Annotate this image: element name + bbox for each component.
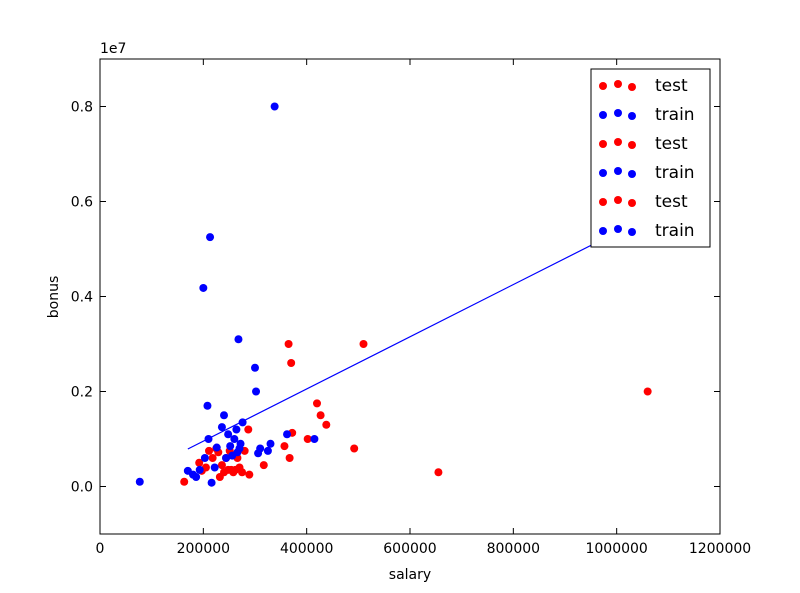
train-point [222,454,231,462]
test-point [316,411,325,420]
x-axis-title: salary [389,567,431,583]
legend-marker [628,112,636,120]
legend-marker [599,198,607,206]
test-point [313,399,321,408]
train-point [234,335,243,344]
legend-marker [599,111,607,119]
legend-marker [628,199,636,207]
y-tick-label: 0.4 [71,290,93,306]
x-tick-label: 0 [96,541,105,557]
test-point [238,468,247,477]
legend-label: train [655,105,695,125]
legend-marker [628,141,636,149]
y-tick-label: 0.2 [71,385,93,401]
train-point [236,439,245,448]
train-point [270,102,279,111]
train-point [232,425,241,434]
test-point [285,454,294,462]
test-point [180,477,189,486]
legend-marker [614,138,622,146]
x-tick-label: 600000 [383,541,436,557]
train-point [230,435,239,443]
test-point [245,470,254,479]
y-axis-title: bonus [46,276,62,319]
legend-marker [628,83,636,91]
train-point [135,477,144,486]
test-point [280,442,289,451]
train-point [199,283,208,292]
y-tick-label: 0.8 [71,100,93,116]
regression-line [187,231,617,450]
legend: test train test train test train [590,68,711,248]
x-tick-label: 400000 [280,541,333,557]
train-point [192,473,201,481]
legend-marker [599,169,607,177]
y-axis-scale-label: 1e7 [100,41,126,57]
train-point [210,463,219,472]
regression-line-layer [187,231,617,450]
x-tick-label: 800000 [487,541,540,557]
train-point [204,435,213,443]
legend-marker [614,167,622,175]
train-point [220,411,228,420]
test-point [217,461,226,470]
train-point [251,363,259,372]
train-point [226,442,235,451]
train-point [238,418,247,427]
train-point [266,439,275,448]
x-tick-label: 1000000 [585,541,647,557]
x-tick-label: 1200000 [689,541,751,557]
legend-marker [599,82,607,90]
test-point [303,435,312,443]
train-point [212,443,221,452]
x-tick-label: 200000 [177,541,230,557]
axis-ticks-layer: 0 200000 400000 600000 800000 1000000 1200000 0… [71,59,751,557]
train-point [224,430,233,439]
legend-label: train [655,163,695,183]
y-tick-label: 0.6 [71,195,93,211]
test-point [287,359,296,367]
train-point [203,401,212,410]
test-point [208,454,217,462]
legend-label: test [655,76,688,96]
test-point [350,444,359,453]
y-tick-label: 0.0 [71,480,93,496]
data-points-layer [135,102,652,487]
legend-marker [614,80,622,88]
train-point [200,454,209,462]
legend-marker [599,140,607,148]
test-point [643,387,652,396]
legend-label: train [655,221,695,241]
test-point [195,458,204,467]
test-point [201,463,210,472]
train-point [252,387,261,396]
legend-box [590,68,711,248]
legend-marker [628,228,636,236]
train-point [217,423,226,432]
train-point [310,435,319,443]
test-point [434,468,443,477]
legend-marker [614,225,622,233]
train-point [195,465,204,474]
legend-marker [614,109,622,117]
train-point [207,478,216,487]
test-point [244,425,253,434]
train-point [263,446,272,455]
legend-label: test [655,192,688,212]
test-point [284,340,293,348]
test-point [322,420,331,429]
test-point [359,340,368,348]
legend-marker [599,227,607,235]
test-point [205,446,214,455]
train-point [206,233,215,242]
train-point [256,444,265,453]
legend-label: test [655,134,688,154]
legend-marker [614,196,622,204]
train-point [283,430,292,439]
test-point [259,461,268,470]
legend-marker [628,170,636,178]
